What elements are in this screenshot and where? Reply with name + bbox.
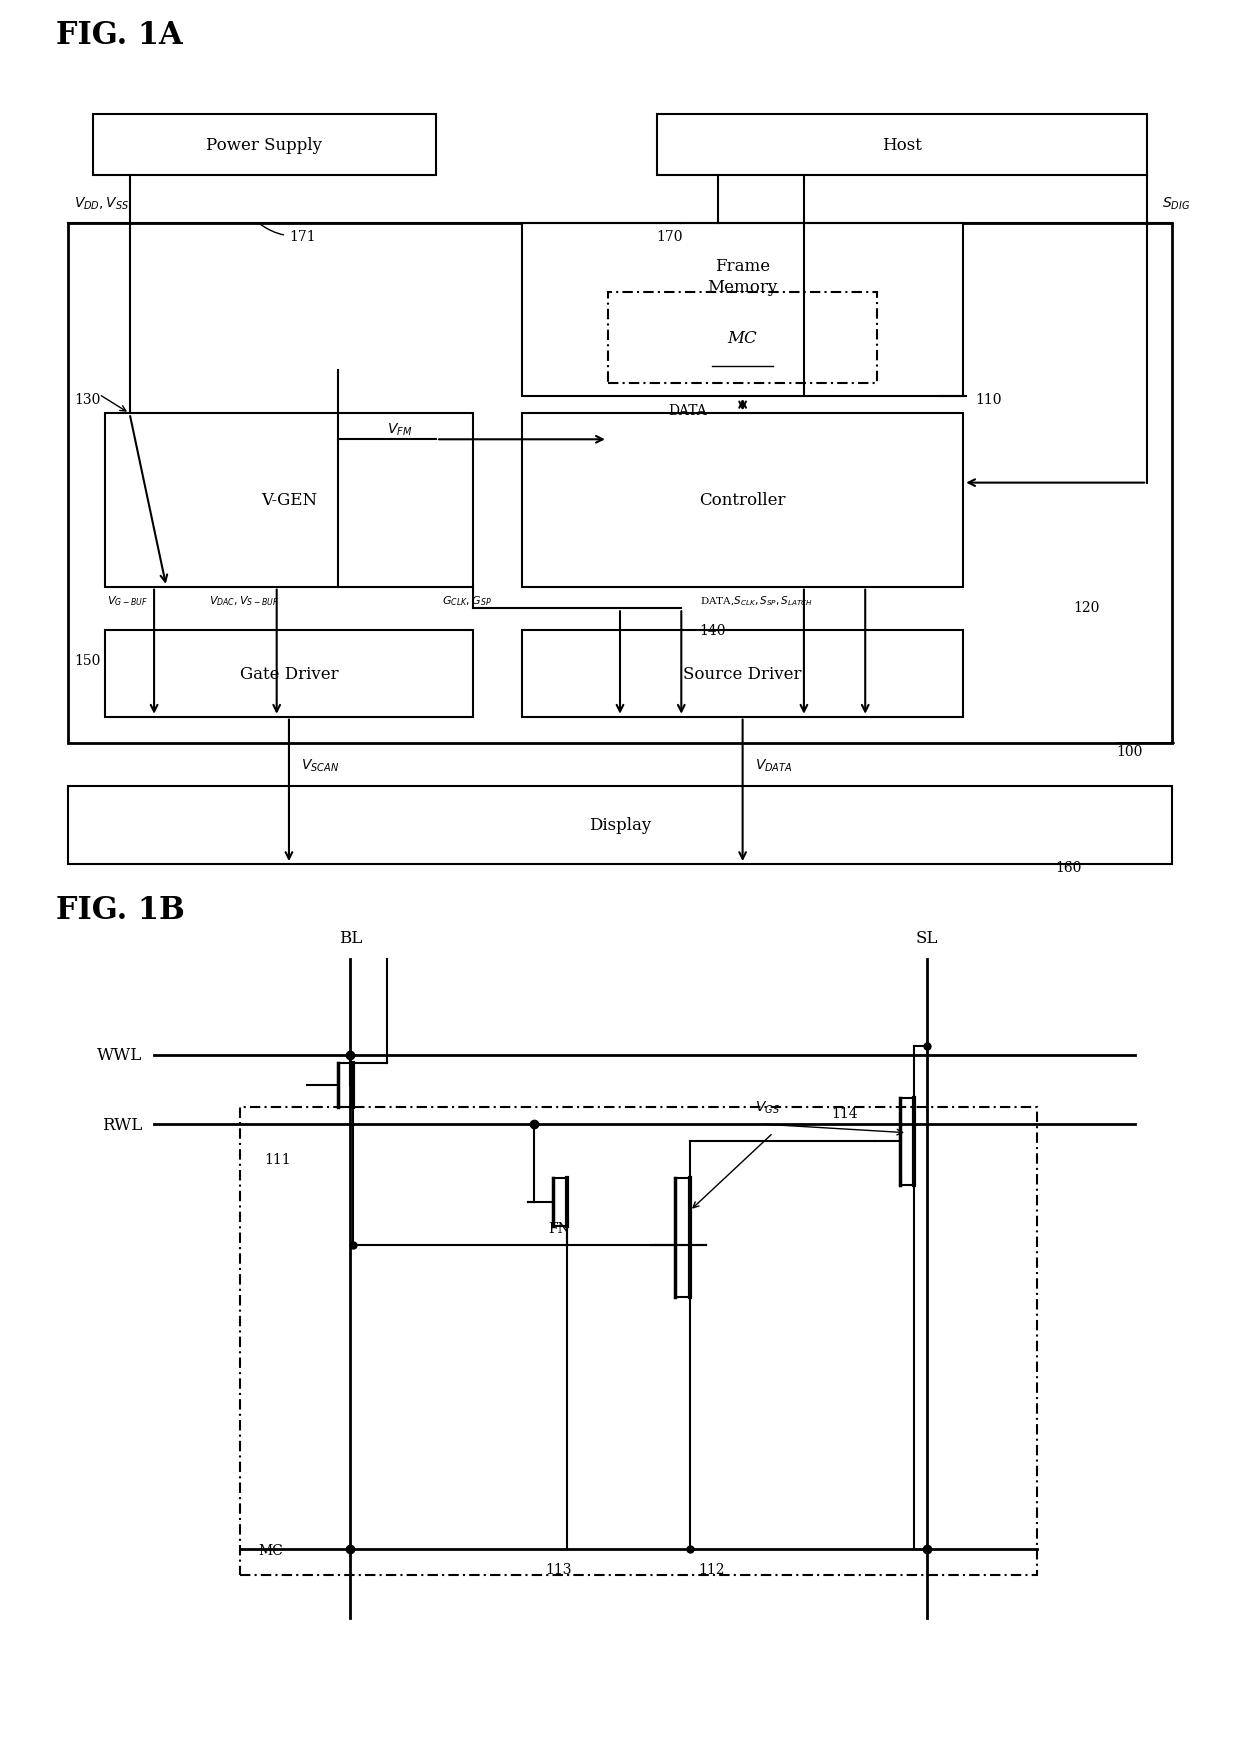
Text: RWL: RWL (102, 1116, 141, 1134)
Text: 114: 114 (831, 1106, 858, 1120)
Text: $V_{SCAN}$: $V_{SCAN}$ (301, 756, 340, 772)
Text: $V_{DATA}$: $V_{DATA}$ (755, 756, 792, 772)
Text: $V_{GS}$: $V_{GS}$ (755, 1099, 780, 1116)
Bar (239, 1107, 1037, 1574)
Text: FIG. 1A: FIG. 1A (56, 19, 182, 51)
Text: 170: 170 (657, 223, 683, 244)
Text: $V_{DD},V_{SS}$: $V_{DD},V_{SS}$ (74, 197, 130, 212)
Bar (93, 116, 436, 176)
Text: BL: BL (339, 930, 362, 946)
Bar (68, 223, 1172, 742)
Bar (522, 630, 963, 718)
Bar (522, 414, 963, 588)
Text: FN: FN (548, 1221, 569, 1236)
Text: 100: 100 (1116, 744, 1143, 758)
Text: DATA,$S_{CLK},S_{SP},S_{LATCH}$: DATA,$S_{CLK},S_{SP},S_{LATCH}$ (699, 595, 813, 607)
Text: 140: 140 (699, 623, 727, 637)
Text: 111: 111 (264, 1151, 291, 1165)
Bar (657, 116, 1147, 176)
Text: 130: 130 (74, 393, 100, 407)
Text: $G_{CLK},G_{SP}$: $G_{CLK},G_{SP}$ (443, 595, 492, 607)
Text: $V_{FM}$: $V_{FM}$ (387, 421, 412, 437)
Bar (105, 630, 472, 718)
Text: Display: Display (589, 818, 651, 834)
Text: 171: 171 (260, 225, 315, 244)
Text: Source Driver: Source Driver (683, 665, 802, 683)
Text: Host: Host (882, 137, 923, 154)
Text: Power Supply: Power Supply (206, 137, 322, 154)
Bar (105, 414, 472, 588)
Text: MC: MC (258, 1543, 283, 1557)
Text: V-GEN: V-GEN (260, 491, 317, 509)
Text: SL: SL (915, 930, 937, 946)
Text: $V_{DAC},V_{S-BUF}$: $V_{DAC},V_{S-BUF}$ (210, 595, 279, 607)
Text: $S_{DIG}$: $S_{DIG}$ (1162, 197, 1190, 212)
Text: 120: 120 (1074, 600, 1100, 614)
Text: 110: 110 (976, 393, 1002, 407)
Bar (68, 786, 1172, 865)
Text: 160: 160 (1049, 860, 1081, 874)
Text: FIG. 1B: FIG. 1B (56, 895, 185, 927)
Text: DATA: DATA (668, 404, 707, 418)
Text: 113: 113 (546, 1562, 572, 1576)
Text: MC: MC (728, 330, 758, 347)
Text: Frame
Memory: Frame Memory (708, 258, 777, 297)
Text: 112: 112 (698, 1562, 725, 1576)
Bar (522, 223, 963, 397)
Bar (608, 293, 878, 384)
Text: Gate Driver: Gate Driver (239, 665, 339, 683)
Text: $V_{G-BUF}$: $V_{G-BUF}$ (108, 595, 149, 607)
Text: WWL: WWL (97, 1046, 141, 1064)
Text: Controller: Controller (699, 491, 786, 509)
Text: 150: 150 (74, 655, 100, 669)
